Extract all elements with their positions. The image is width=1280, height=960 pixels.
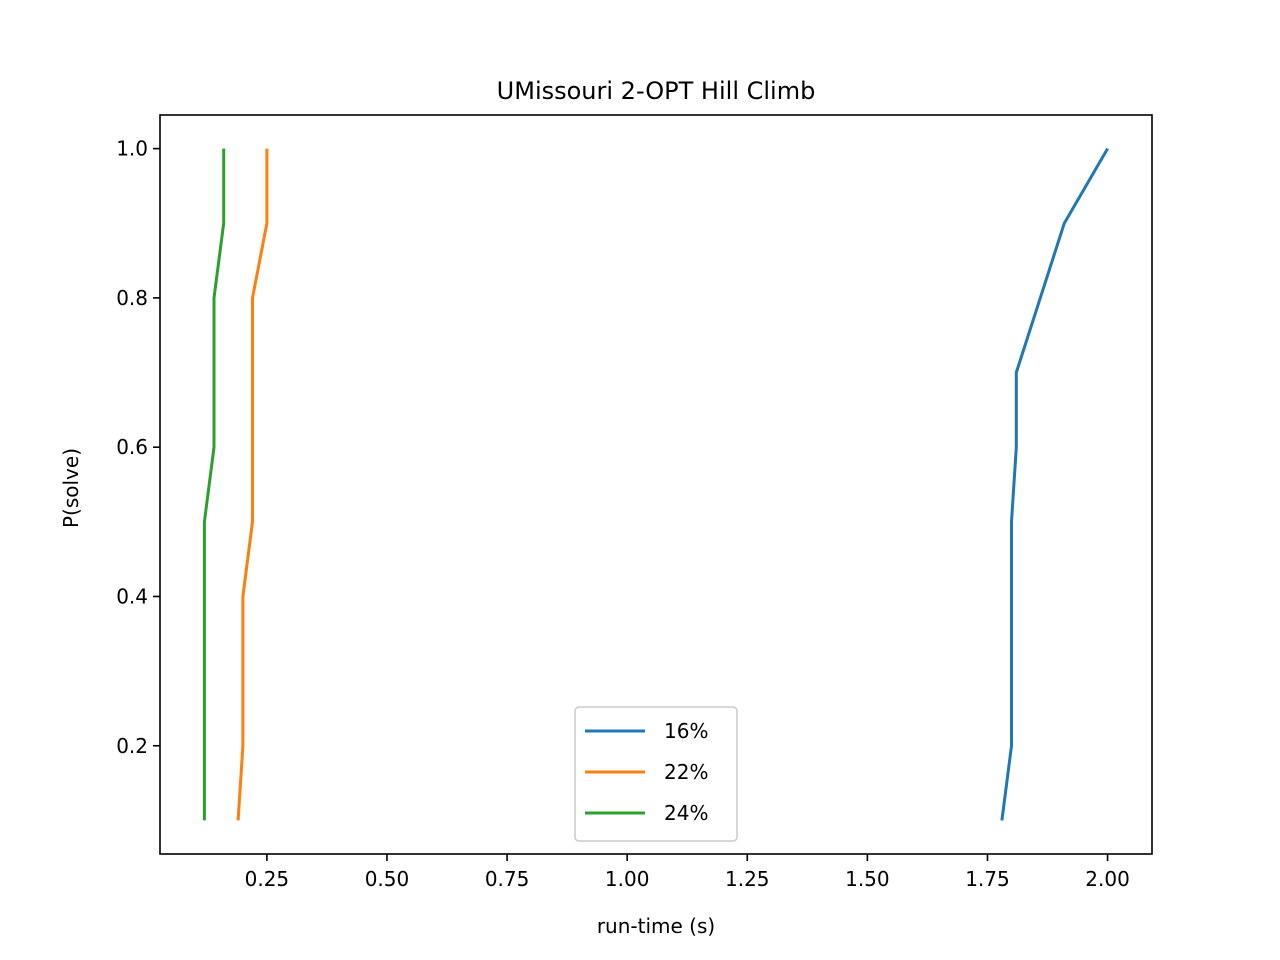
x-tick-label: 0.75 — [485, 867, 530, 891]
x-axis: 0.25 0.50 0.75 1.00 1.25 1.50 1.75 2.00 — [245, 854, 1130, 891]
series-line-0 — [1000, 147, 1109, 821]
x-axis-label: run-time (s) — [597, 914, 715, 938]
x-tick-label: 1.25 — [725, 867, 770, 891]
legend-label-2: 24% — [664, 801, 708, 825]
y-tick-label: 0.2 — [116, 734, 148, 758]
y-tick-label: 1.0 — [116, 137, 148, 161]
series-line-2 — [202, 148, 226, 821]
x-tick-label: 0.50 — [365, 867, 410, 891]
series-line-1 — [236, 148, 269, 821]
legend-box — [574, 706, 738, 842]
series-layer — [202, 147, 1109, 821]
x-tick-label: 1.75 — [965, 867, 1010, 891]
x-tick-label: 1.50 — [845, 867, 890, 891]
legend-label-1: 22% — [664, 760, 708, 784]
plot-frame — [159, 114, 1153, 855]
y-axis: 0.2 0.4 0.6 0.8 1.0 — [116, 137, 160, 758]
y-tick-label: 0.6 — [116, 435, 148, 459]
y-axis-label: P(solve) — [59, 448, 83, 528]
legend-label-0: 16% — [664, 719, 708, 743]
y-tick-label: 0.4 — [116, 584, 148, 608]
legend: 16% 22% 24% — [574, 706, 738, 842]
y-tick-label: 0.8 — [116, 286, 148, 310]
x-tick-label: 0.25 — [245, 867, 290, 891]
x-tick-label: 1.00 — [605, 867, 650, 891]
x-tick-label: 2.00 — [1085, 867, 1130, 891]
chart-title: UMissouri 2-OPT Hill Climb — [497, 77, 816, 105]
